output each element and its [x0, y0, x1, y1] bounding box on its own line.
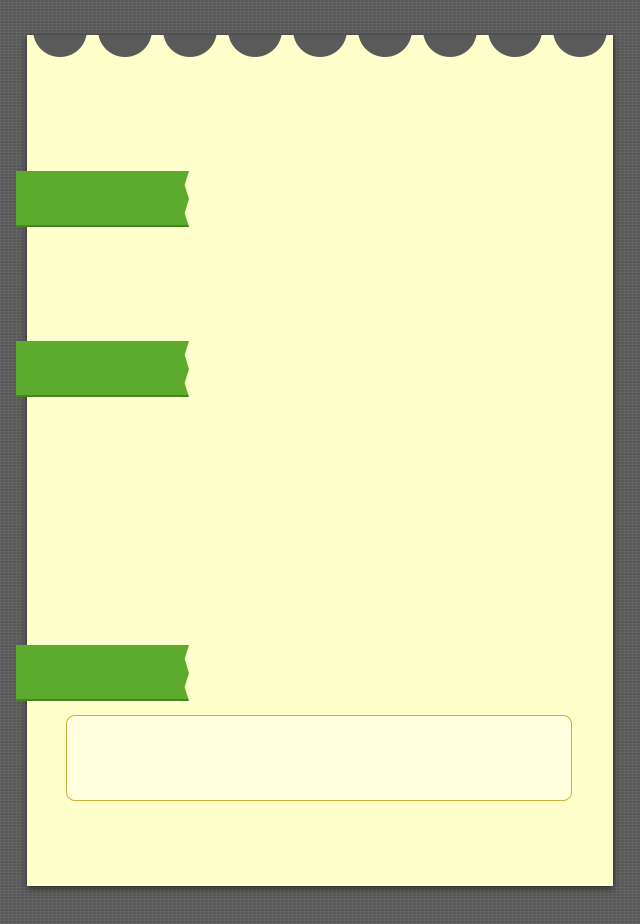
section-ribbon-3	[16, 645, 189, 701]
scallop-notch	[358, 35, 412, 57]
scallop-notch	[33, 35, 87, 57]
scallop-notch	[488, 35, 542, 57]
section-ribbon-1	[16, 171, 189, 227]
scallop-notch	[228, 35, 282, 57]
note-text-box[interactable]	[66, 715, 572, 801]
section-ribbon-2	[16, 341, 189, 397]
scallop-notch	[98, 35, 152, 57]
scallop-notch	[553, 35, 607, 57]
scallop-notch	[293, 35, 347, 57]
scallop-notch	[423, 35, 477, 57]
scallop-notch	[163, 35, 217, 57]
scalloped-edge	[27, 35, 613, 57]
